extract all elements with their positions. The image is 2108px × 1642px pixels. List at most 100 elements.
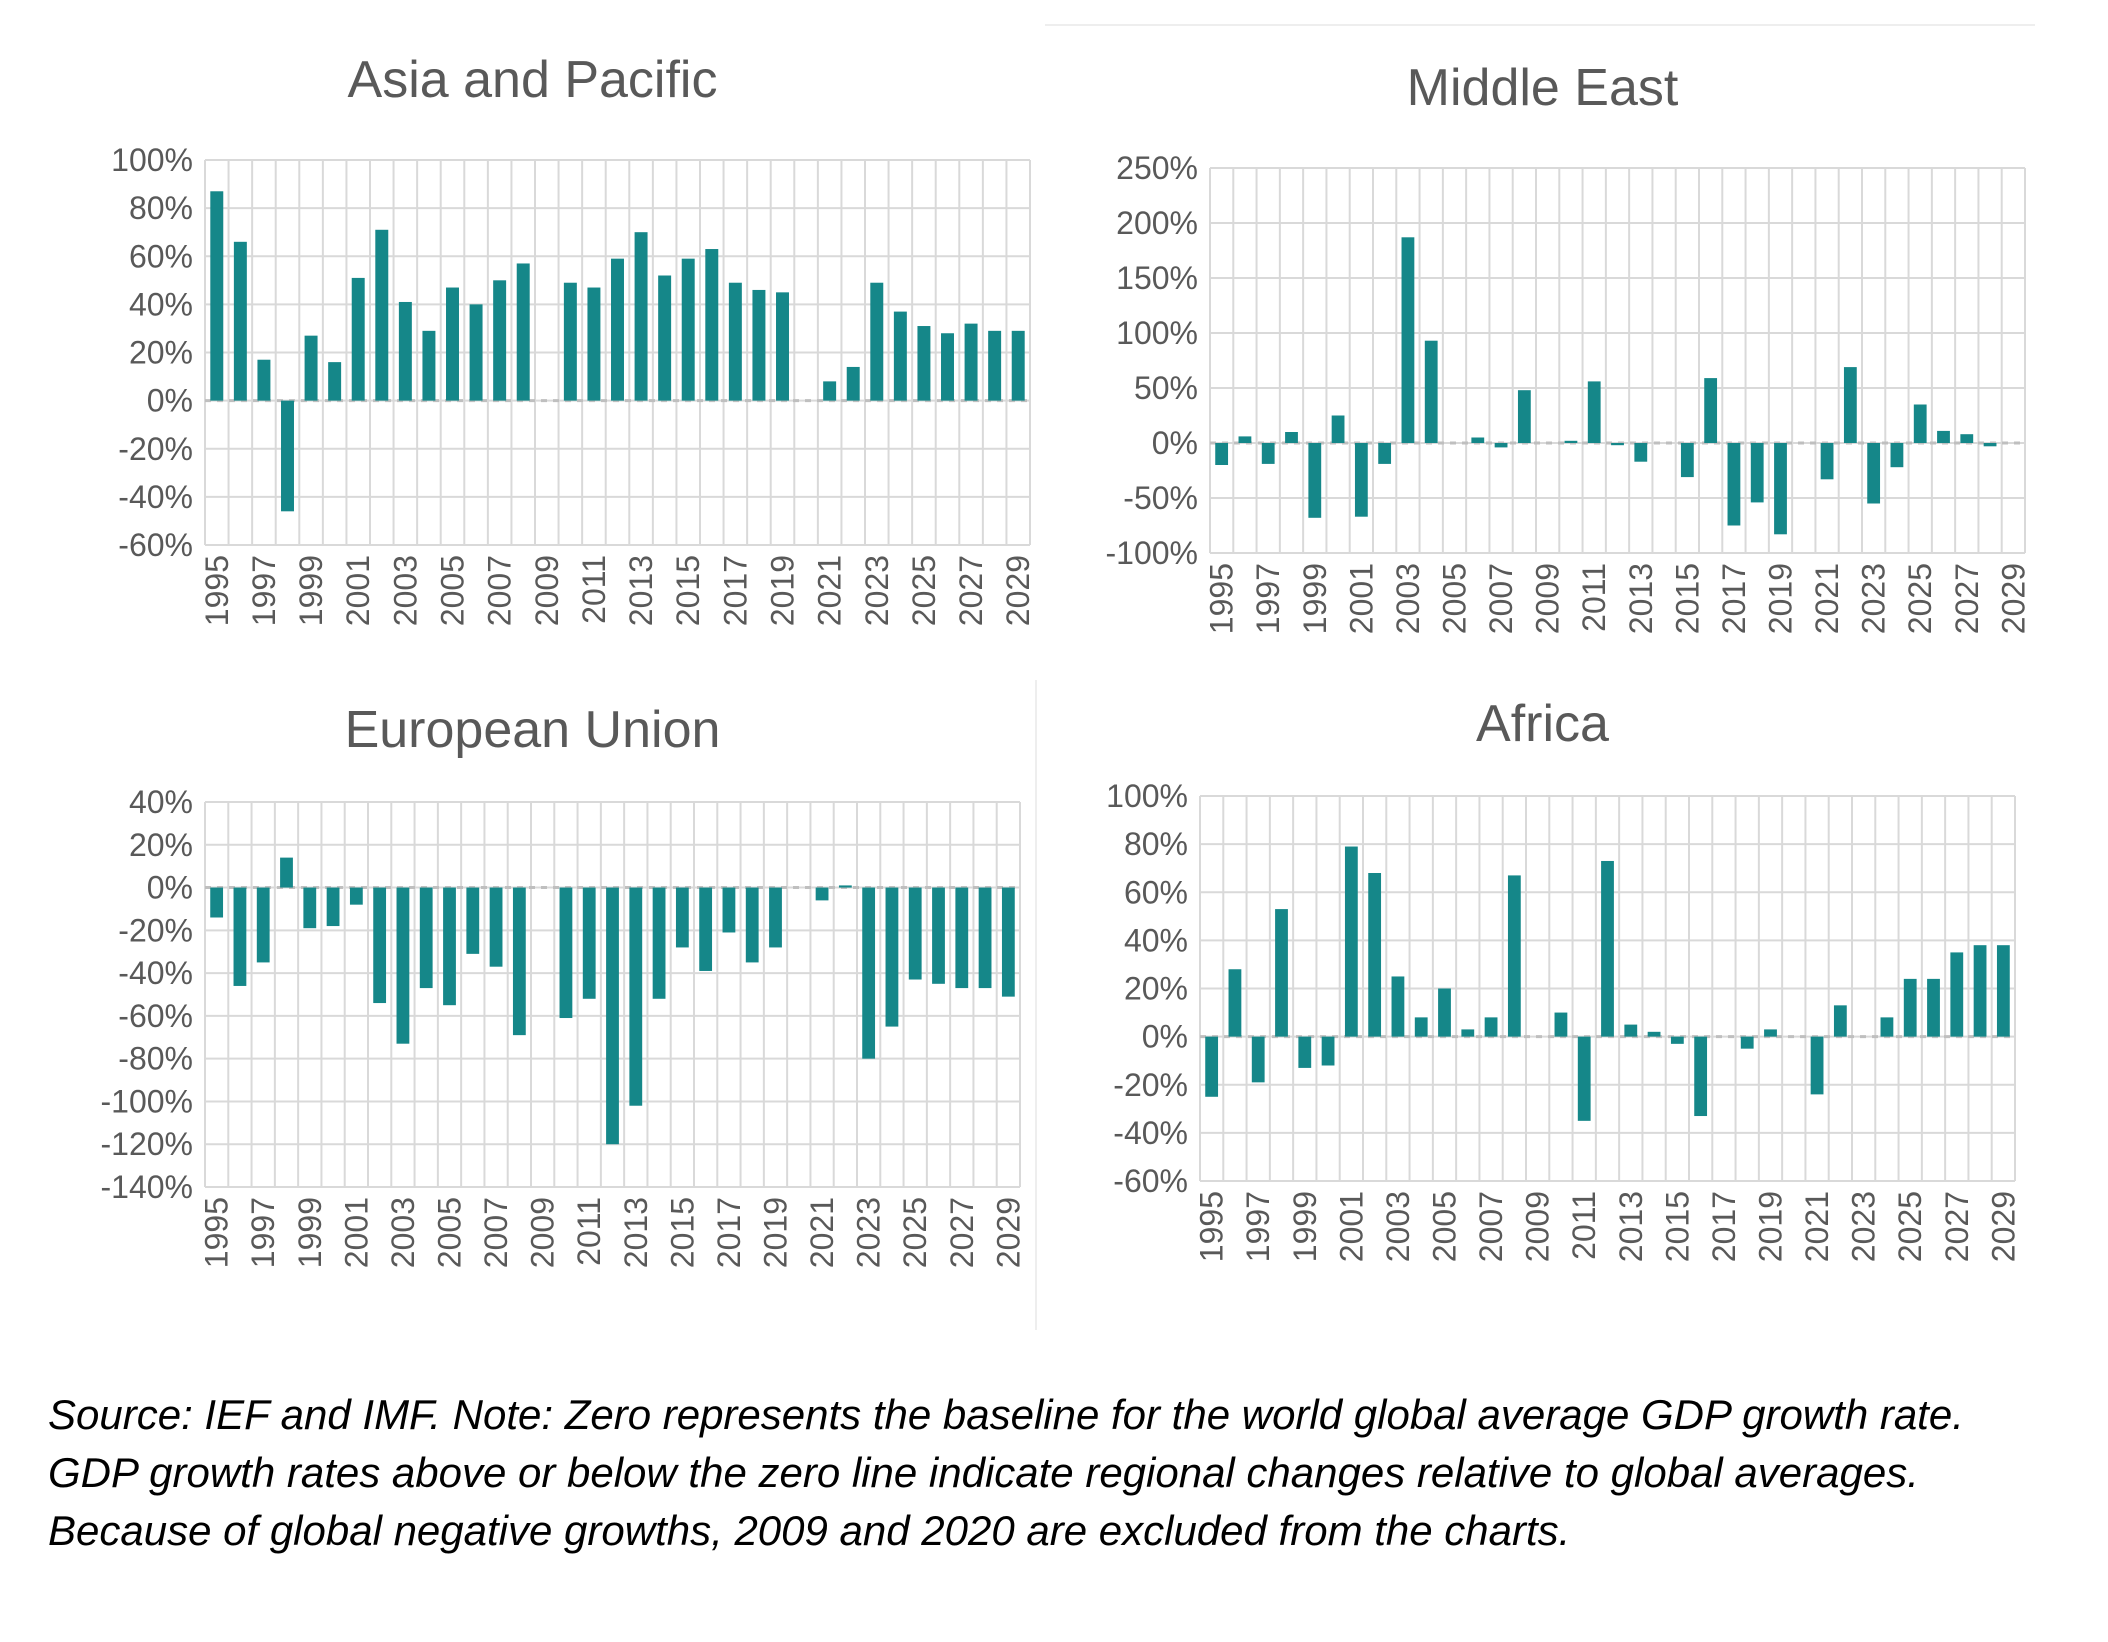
bar-2000 bbox=[1321, 1036, 1335, 1066]
bar-2019 bbox=[769, 887, 782, 948]
x-tick-label: 2009 bbox=[525, 1197, 561, 1268]
x-tick-label: 2021 bbox=[1809, 563, 1845, 634]
bar-2012 bbox=[611, 258, 624, 401]
bar-2025 bbox=[1903, 978, 1917, 1037]
bar-1997 bbox=[1261, 443, 1275, 464]
x-tick-label: 2017 bbox=[1716, 563, 1752, 634]
y-tick-label: 0% bbox=[147, 383, 193, 419]
bar-2011 bbox=[1587, 381, 1601, 443]
bar-2022 bbox=[1843, 367, 1857, 443]
x-tick-label: 2021 bbox=[1799, 1191, 1835, 1262]
y-tick-label: 80% bbox=[129, 190, 193, 226]
bar-2024 bbox=[893, 311, 907, 401]
x-tick-label: 2011 bbox=[571, 1197, 607, 1266]
bar-2004 bbox=[1414, 1017, 1428, 1037]
x-tick-label: 2013 bbox=[618, 1197, 654, 1268]
x-tick-label: 2009 bbox=[529, 555, 565, 626]
bar-2015 bbox=[681, 258, 695, 401]
bar-2012 bbox=[606, 887, 619, 1145]
y-tick-label: -60% bbox=[1113, 1163, 1188, 1199]
x-tick-label: 2007 bbox=[1473, 1191, 1509, 1262]
bar-2013 bbox=[1634, 443, 1648, 462]
chart-title: European Union bbox=[344, 701, 721, 759]
bar-2000 bbox=[1331, 415, 1345, 443]
bar-2007 bbox=[1484, 1017, 1498, 1037]
x-tick-label: 2029 bbox=[1985, 1191, 2021, 1262]
bar-2001 bbox=[349, 887, 363, 905]
chart-plot-middle-east: 250% 200% 150% 100% 50% 0% -50% -100%1995 1997 19… bbox=[1106, 150, 2032, 634]
x-tick-label: 2015 bbox=[1659, 1191, 1695, 1262]
y-tick-label: 200% bbox=[1116, 205, 1198, 241]
source-note: Source: IEF and IMF. Note: Zero represen… bbox=[48, 1391, 1964, 1554]
bar-2021 bbox=[1810, 1036, 1824, 1095]
y-tick-label: 60% bbox=[1124, 874, 1188, 910]
bar-1995 bbox=[210, 887, 224, 918]
bar-2027 bbox=[964, 323, 978, 401]
bar-2010 bbox=[563, 282, 577, 401]
x-tick-label: 1995 bbox=[1204, 563, 1240, 634]
bar-1997 bbox=[257, 359, 271, 401]
bar-2002 bbox=[375, 229, 389, 401]
bar-2007 bbox=[1494, 443, 1508, 448]
y-tick-label: -140% bbox=[101, 1169, 194, 1205]
y-tick-label: 40% bbox=[1124, 922, 1188, 958]
bar-2021 bbox=[823, 381, 837, 401]
bar-2007 bbox=[489, 887, 503, 967]
separator-line bbox=[1035, 680, 1037, 1330]
bar-2010 bbox=[559, 887, 573, 1019]
x-tick-label: 1999 bbox=[1287, 1191, 1323, 1262]
x-tick-label: 2001 bbox=[340, 555, 376, 626]
y-tick-label: -100% bbox=[101, 1083, 194, 1119]
chart-middle-east: Middle East 250% 200% 150% 100% 50% 0% -50% -10… bbox=[1035, 30, 2050, 670]
bar-1995 bbox=[1205, 1036, 1219, 1097]
bar-1997 bbox=[1251, 1036, 1265, 1083]
bar-2006 bbox=[469, 304, 483, 401]
x-tick-label: 2009 bbox=[1530, 563, 1566, 634]
bar-2001 bbox=[351, 277, 365, 401]
bar-2029 bbox=[1011, 330, 1025, 401]
y-tick-label: 40% bbox=[129, 286, 193, 322]
x-tick-label: 2003 bbox=[385, 1197, 421, 1268]
bar-2015 bbox=[1670, 1036, 1684, 1044]
x-tick-label: 2001 bbox=[1343, 563, 1379, 634]
bar-2006 bbox=[1471, 437, 1485, 443]
y-tick-label: -20% bbox=[118, 912, 193, 948]
x-tick-label: 2007 bbox=[1483, 563, 1519, 634]
bar-1998 bbox=[1275, 909, 1288, 1037]
x-tick-label: 1995 bbox=[1194, 1191, 1230, 1262]
x-tick-label: 2019 bbox=[1753, 1191, 1789, 1262]
x-tick-label: 2023 bbox=[851, 1197, 887, 1268]
x-tick-label: 2007 bbox=[478, 1197, 514, 1268]
bar-2004 bbox=[419, 887, 433, 989]
x-tick-label: 2021 bbox=[804, 1197, 840, 1268]
bar-1998 bbox=[1285, 432, 1298, 443]
bar-1996 bbox=[233, 241, 247, 401]
bar-2023 bbox=[862, 887, 876, 1059]
bar-1996 bbox=[1238, 436, 1252, 443]
y-tick-label: -60% bbox=[118, 527, 193, 563]
x-tick-label: 2019 bbox=[1763, 563, 1799, 634]
x-tick-label: 2029 bbox=[1995, 563, 2031, 634]
bar-2003 bbox=[396, 887, 410, 1044]
bar-2019 bbox=[776, 292, 789, 401]
bar-2022 bbox=[838, 885, 852, 888]
bar-2019 bbox=[1764, 1029, 1777, 1037]
x-tick-label: 2019 bbox=[765, 555, 801, 626]
y-tick-label: -40% bbox=[118, 479, 193, 515]
chart-africa: Africa 100% 80% 60% 40% 20% 0% -20% -40% -60% 199… bbox=[1035, 680, 2050, 1340]
bar-2027 bbox=[1960, 434, 1974, 443]
bar-2008 bbox=[1507, 875, 1521, 1037]
bar-2012 bbox=[1611, 443, 1624, 446]
bar-1999 bbox=[303, 887, 317, 929]
bar-2014 bbox=[652, 887, 666, 999]
bar-1999 bbox=[1308, 443, 1322, 518]
x-tick-label: 2023 bbox=[859, 555, 895, 626]
bar-2011 bbox=[587, 287, 601, 401]
x-tick-label: 2015 bbox=[664, 1197, 700, 1268]
x-tick-label: 2019 bbox=[758, 1197, 794, 1268]
x-tick-label: 2025 bbox=[1902, 563, 1938, 634]
bar-2026 bbox=[1927, 978, 1940, 1037]
bar-2016 bbox=[699, 887, 713, 971]
bar-2016 bbox=[1694, 1036, 1708, 1117]
bar-2024 bbox=[885, 887, 899, 1027]
